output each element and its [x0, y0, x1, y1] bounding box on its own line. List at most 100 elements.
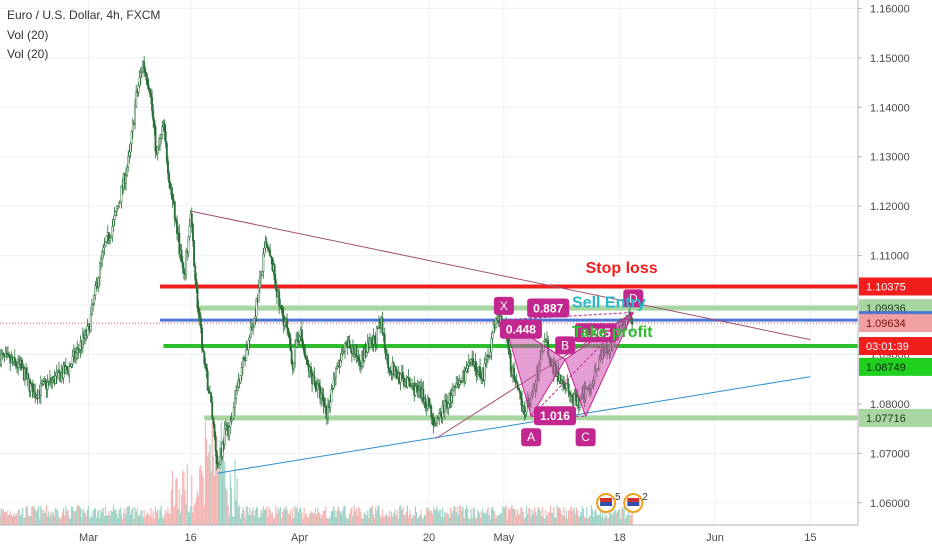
volume-bar [548, 512, 550, 525]
volume-bar [95, 517, 98, 525]
candle-body [6, 353, 9, 355]
candle-body [453, 386, 455, 391]
candle-body [271, 257, 274, 271]
volume-bar [140, 511, 142, 525]
candle-body [117, 205, 119, 210]
candle-body [97, 277, 100, 288]
volume-bar [385, 513, 387, 525]
volume-bar [614, 509, 616, 525]
volume-bar [486, 510, 488, 525]
candle-body [447, 403, 450, 409]
candle-body [399, 373, 402, 383]
volume-bar [564, 516, 566, 525]
volume-bar [527, 514, 529, 525]
volume-bar [594, 510, 596, 525]
time-axis[interactable]: Mar 16 Apr 20 May 18 Jun 15 [0, 524, 858, 544]
volume-bar [157, 509, 159, 525]
volume-bar [304, 515, 306, 525]
volume-bar [361, 518, 363, 525]
symbol-title[interactable]: Euro / U.S. Dollar, 4h, FXCM [7, 8, 161, 22]
volume-bar [279, 506, 281, 525]
volume-bar [358, 506, 360, 525]
volume-bar [526, 505, 528, 525]
volume-bar [318, 512, 320, 525]
volume-bar [254, 509, 256, 525]
volume-bar [501, 513, 503, 525]
volume-bar [30, 515, 32, 525]
candle-body [126, 166, 129, 176]
candle-body [319, 385, 321, 399]
volume-bar [363, 512, 365, 525]
volume-bar [176, 477, 178, 525]
volume-bar [317, 507, 319, 525]
volume-bar [538, 507, 540, 525]
time-tick-label: 15 [804, 532, 816, 544]
candle-body [148, 89, 151, 94]
candle-body [484, 359, 487, 364]
volume-bar [624, 518, 626, 525]
volume-bar [25, 506, 27, 525]
volume-bar [53, 515, 56, 525]
candle-body [322, 395, 325, 406]
candle-body [105, 235, 108, 243]
volume-bar [554, 516, 556, 525]
candle-body [27, 374, 30, 380]
volume-bar [579, 516, 581, 525]
volume-bar [243, 510, 245, 525]
volume-bar [575, 507, 578, 525]
volume-bar [9, 511, 11, 525]
candle-body [438, 413, 441, 418]
volume-bar [287, 513, 289, 525]
candle-body [111, 226, 114, 237]
volume-bar [556, 505, 558, 525]
candle-body [178, 232, 181, 255]
volume-bar [617, 509, 620, 525]
candle-body [255, 298, 258, 317]
volume-bar [234, 460, 236, 525]
volume-bar [79, 507, 82, 525]
candle-body [567, 383, 570, 394]
level-annotations: Stop loss Sell Entry Take profit [572, 260, 658, 341]
volume-study-label-2[interactable]: Vol (20) [7, 47, 49, 61]
pattern-point-label: C [581, 430, 590, 444]
volume-bar [514, 508, 516, 525]
volume-bar [143, 509, 145, 525]
candle-body [230, 419, 233, 422]
volume-bar [329, 516, 331, 525]
volume-bar [466, 508, 469, 525]
price-axis[interactable]: 1.16000 1.15000 1.14000 1.13000 1.12000 1.110… [857, 0, 932, 550]
volume-bar [165, 510, 167, 525]
volume-bar [454, 506, 456, 525]
volume-bar [422, 518, 424, 525]
candle-body [108, 232, 110, 241]
volume-bar [606, 517, 608, 525]
volume-bar [522, 511, 524, 525]
price-tag-label: 1.07716 [866, 413, 906, 425]
volume-bar [295, 508, 297, 525]
candle-body [273, 264, 276, 281]
candle-body [329, 401, 332, 409]
candle-body [488, 355, 491, 358]
volume-bar [376, 510, 378, 525]
candle-body [266, 245, 269, 250]
volume-bar [268, 506, 270, 525]
volume-bar [288, 514, 291, 525]
volume-bar [378, 505, 380, 525]
volume-bar [134, 507, 136, 525]
volume-bar [78, 506, 81, 525]
volume-bar [112, 505, 115, 525]
candle-body [269, 250, 272, 257]
volume-study-label[interactable]: Vol (20) [7, 28, 49, 42]
volume-bar [631, 506, 633, 525]
volume-bar [17, 510, 19, 525]
volume-bar [264, 510, 267, 525]
volume-bar [42, 513, 44, 525]
volume-bar [99, 518, 101, 525]
volume-bar [35, 511, 37, 525]
volume-bar [484, 512, 486, 525]
volume-bar [333, 506, 335, 525]
volume-bar [393, 513, 395, 525]
volume-bar [218, 470, 220, 525]
